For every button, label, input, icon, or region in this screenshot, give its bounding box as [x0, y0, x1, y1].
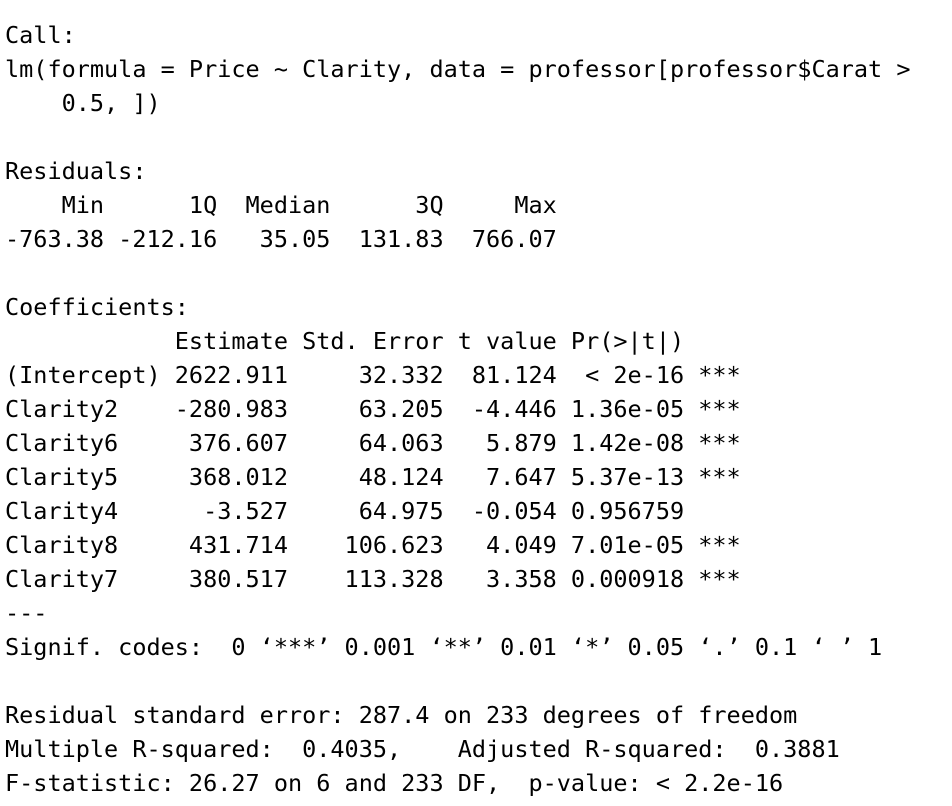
coefficients-line: Clarity2 -280.983 63.205 -4.446 1.36e-05… [5, 395, 741, 423]
coefficients-line: Clarity6 376.607 64.063 5.879 1.42e-08 *… [5, 429, 741, 457]
coefficients-line: --- [5, 599, 48, 627]
summary-line: F-statistic: 26.27 on 6 and 233 DF, p-va… [5, 769, 784, 797]
call-line: Call: [5, 21, 76, 49]
coefficients-line: (Intercept) 2622.911 32.332 81.124 < 2e-… [5, 361, 741, 389]
coefficients-line: Signif. codes: 0 ‘***’ 0.001 ‘**’ 0.01 ‘… [5, 633, 883, 661]
call-line: lm(formula = Price ~ Clarity, data = pro… [5, 55, 911, 83]
coefficients-line: Clarity5 368.012 48.124 7.647 5.37e-13 *… [5, 463, 741, 491]
coefficients-line: Coefficients: [5, 293, 189, 321]
coefficients-line: Clarity4 -3.527 64.975 -0.054 0.956759 [5, 497, 685, 525]
coefficients-line: Clarity7 380.517 113.328 3.358 0.000918 … [5, 565, 741, 593]
residuals-line: Residuals: [5, 157, 147, 185]
summary-line: Multiple R-squared: 0.4035, Adjusted R-s… [5, 735, 840, 763]
coefficients-line: Clarity8 431.714 106.623 4.049 7.01e-05 … [5, 531, 741, 559]
call-line: 0.5, ]) [5, 89, 161, 117]
summary-line: Residual standard error: 287.4 on 233 de… [5, 701, 798, 729]
residuals-line: Min 1Q Median 3Q Max [5, 191, 557, 219]
residuals-line: -763.38 -212.16 35.05 131.83 766.07 [5, 225, 557, 253]
coefficients-line: Estimate Std. Error t value Pr(>|t|) [5, 327, 685, 355]
